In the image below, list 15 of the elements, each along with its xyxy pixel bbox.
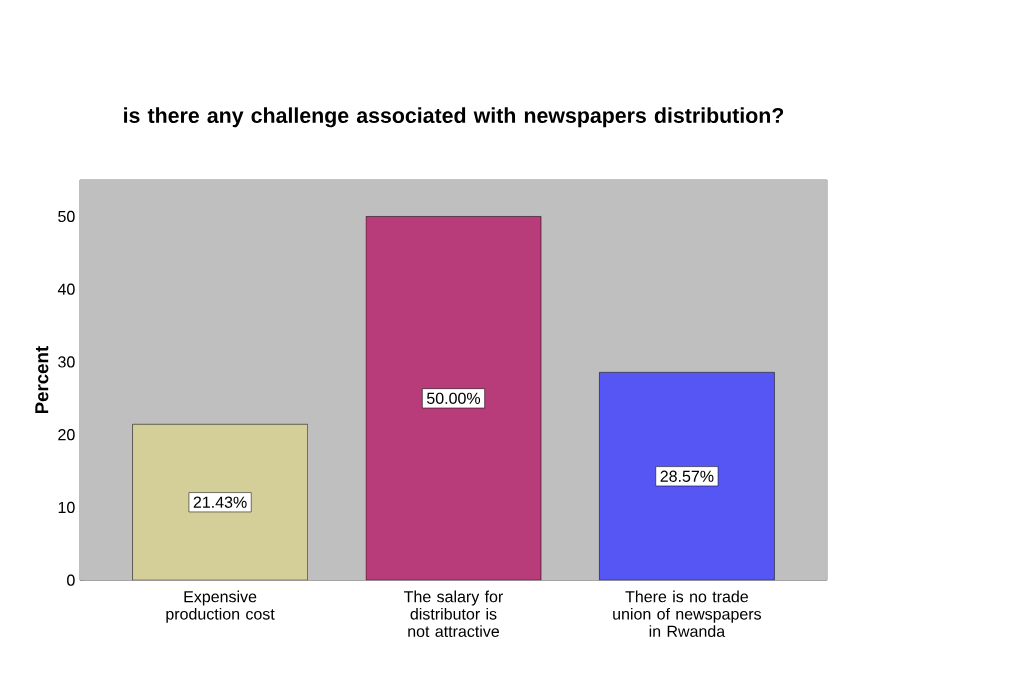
x-tick-label: Expensive production cost (166, 590, 275, 623)
data-label: 28.57% (660, 470, 714, 482)
x-tick-label: There is no trade union of newspapers in Rwanda (613, 590, 762, 637)
bar (365, 216, 542, 581)
y-tick-label: 40 (57, 283, 75, 295)
y-tick-label: 50 (58, 210, 75, 222)
y-tick-label: 20 (58, 428, 75, 441)
data-label: 50.00% (426, 392, 481, 404)
y-tick-label: 30 (58, 356, 75, 368)
y-axis-title: Percent (35, 346, 49, 414)
data-label: 21.43% (193, 496, 247, 508)
chart-title: is there any challenge associated with newspapers distribution? (124, 107, 784, 128)
y-tick-label: 0 (67, 574, 75, 586)
x-tick-label: The salary for distributor is not attractive (404, 590, 504, 637)
y-tick-label: 10 (58, 501, 75, 513)
